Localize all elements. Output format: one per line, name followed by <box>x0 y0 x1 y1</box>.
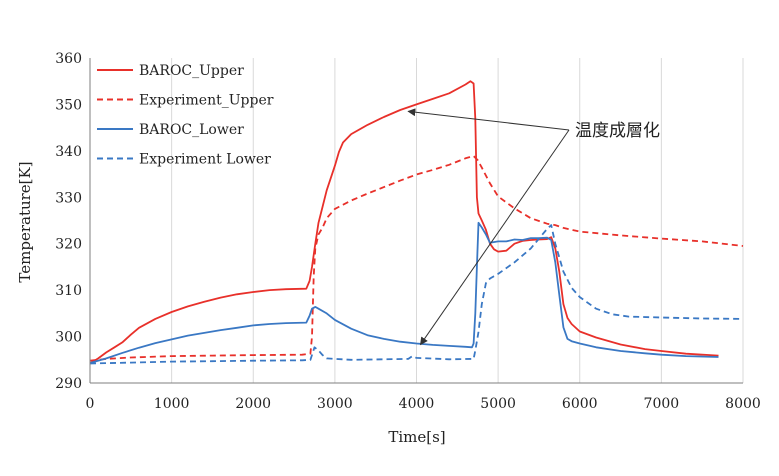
y-tick-label: 310 <box>55 283 82 299</box>
x-axis-title: Time[s] <box>388 428 445 446</box>
x-tick-label: 7000 <box>644 396 680 412</box>
legend-label: Experiment_Upper <box>139 93 274 109</box>
series-line-experiment-lower <box>89 224 744 365</box>
y-tick-label: 350 <box>55 97 82 113</box>
legend-label: Experiment Lower <box>139 152 271 168</box>
x-tick-label: 3000 <box>317 396 353 412</box>
chart-axes <box>89 58 743 384</box>
y-tick-label: 290 <box>55 376 82 392</box>
y-tick-label: 360 <box>55 51 82 67</box>
x-tick-label: 8000 <box>725 396 761 412</box>
y-axis-title: Temperature[K] <box>16 161 34 282</box>
annotation-arrow <box>407 108 570 131</box>
legend-label: BAROC_Upper <box>139 63 244 79</box>
annotation: 温度成層化 <box>407 108 660 346</box>
series-layer <box>89 80 744 365</box>
x-tick-label: 4000 <box>399 396 435 412</box>
tick-labels: 0 1000 2000 3000 4000 5000 6000 7000 8000 290 300 3… <box>55 51 761 412</box>
x-tick-label: 0 <box>86 396 95 412</box>
series-line-baroc-upper <box>89 80 719 365</box>
annotation-arrow <box>420 129 570 346</box>
y-tick-label: 320 <box>55 237 82 253</box>
series-line-baroc-lower <box>89 221 719 364</box>
x-tick-label: 1000 <box>154 396 190 412</box>
x-tick-label: 2000 <box>235 396 271 412</box>
legend-label: BAROC_Lower <box>139 122 244 138</box>
x-tick-label: 6000 <box>562 396 598 412</box>
y-tick-label: 330 <box>55 190 82 206</box>
y-tick-label: 340 <box>55 144 82 160</box>
series-line-experiment-upper <box>89 155 744 362</box>
legend: BAROC_Upper Experiment_Upper BAROC_Lower Ex… <box>97 63 274 168</box>
y-tick-label: 300 <box>55 330 82 346</box>
x-tick-label: 5000 <box>480 396 516 412</box>
annotation-label: 温度成層化 <box>575 121 660 141</box>
